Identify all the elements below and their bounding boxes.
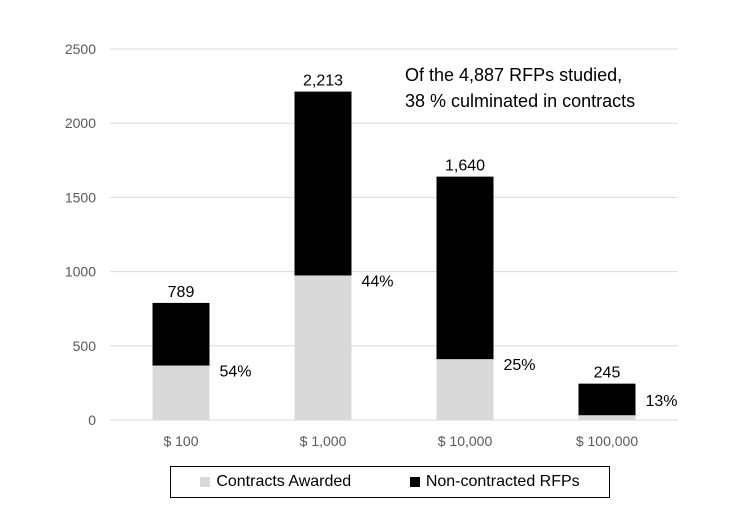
total-label-1: 2,213: [303, 73, 343, 90]
bar-non-contracted-2: [436, 176, 494, 360]
total-label-0: 789: [168, 284, 195, 301]
bar-awarded-2: [436, 359, 494, 420]
legend-label-non-contracted: Non-contracted RFPs: [425, 473, 580, 490]
y-tick-label-2: 1000: [65, 264, 96, 280]
legend-swatch-non-contracted: [409, 477, 420, 487]
x-tick-label-3: $ 100,000: [576, 433, 638, 449]
percent-label-2: 25%: [504, 357, 536, 374]
bar-non-contracted-1: [294, 91, 352, 276]
legend: Contracts Awarded Non-contracted RFPs: [170, 466, 610, 498]
y-tick-label-0: 0: [88, 412, 96, 428]
y-tick-label-4: 2000: [65, 115, 96, 131]
bar-non-contracted-0: [152, 302, 210, 366]
legend-label-contracts-awarded: Contracts Awarded: [216, 473, 352, 490]
bar-awarded-3: [578, 415, 636, 420]
legend-item-contracts-awarded: Contracts Awarded: [200, 473, 351, 491]
y-tick-label-5: 2500: [65, 41, 96, 57]
total-label-3: 245: [594, 365, 621, 382]
annotation-line-0: Of the 4,887 RFPs studied,: [405, 65, 622, 85]
x-tick-label-2: $ 10,000: [438, 433, 493, 449]
percent-label-0: 54%: [220, 364, 252, 381]
y-tick-label-3: 1500: [65, 189, 96, 205]
bar-awarded-0: [152, 365, 210, 420]
stacked-bar-chart: 0 500 1000 1500 2000 2500 789 54% $ 100 2,213 44% $…: [65, 41, 678, 449]
total-label-2: 1,640: [445, 158, 485, 175]
legend-item-non-contracted: Non-contracted RFPs: [409, 473, 580, 491]
legend-swatch-contracts-awarded: [200, 477, 211, 487]
y-tick-label-1: 500: [73, 338, 97, 354]
x-tick-label-1: $ 1,000: [300, 433, 347, 449]
percent-label-3: 13%: [646, 393, 678, 410]
percent-label-1: 44%: [362, 273, 394, 290]
bar-non-contracted-3: [578, 383, 636, 416]
bar-awarded-1: [294, 275, 352, 420]
annotation-line-1: 38 % culminated in contracts: [405, 91, 635, 111]
x-tick-label-0: $ 100: [163, 433, 198, 449]
